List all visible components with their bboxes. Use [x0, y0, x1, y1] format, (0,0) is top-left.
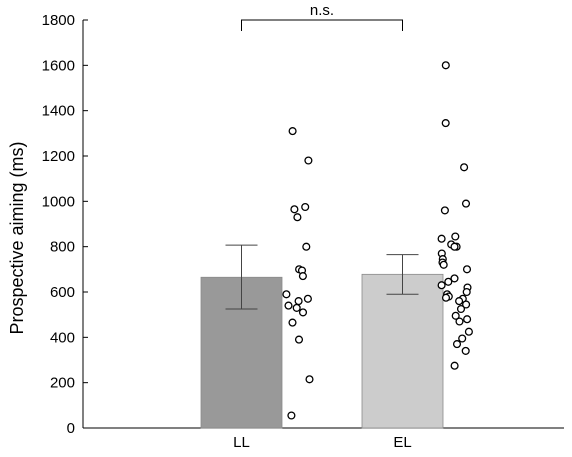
data-point-LL [288, 127, 297, 136]
data-point-EL [455, 317, 464, 326]
data-point-LL [288, 318, 297, 327]
y-tick-label: 1200 [42, 148, 75, 165]
data-point-LL [287, 411, 296, 420]
y-tick-label: 1600 [42, 57, 75, 74]
y-tick-label: 800 [50, 239, 75, 256]
data-point-EL [451, 232, 460, 241]
y-tick-label: 1800 [42, 12, 75, 29]
data-point-EL [437, 281, 446, 290]
y-tick-label: 0 [67, 420, 75, 437]
x-tick-label: EL [393, 434, 411, 451]
data-point-LL [292, 303, 301, 312]
data-point-EL [439, 260, 448, 269]
data-point-EL [440, 206, 449, 215]
significance-annotations: n.s. [241, 2, 403, 31]
data-point-LL [303, 294, 312, 303]
error-bars [225, 244, 419, 310]
data-point-EL [463, 315, 472, 324]
data-point-EL [460, 163, 469, 172]
data-point-EL [452, 340, 462, 349]
significance-label: n.s. [310, 2, 334, 19]
y-axis-label: Prospective aiming (ms) [7, 141, 27, 334]
data-point-LL [298, 272, 307, 281]
data-point-LL [284, 301, 293, 310]
data-point-EL [450, 242, 459, 251]
data-point-EL [455, 297, 464, 306]
data-point-EL [441, 293, 451, 302]
data-point-EL [461, 199, 471, 208]
y-tick-label: 600 [50, 284, 75, 301]
data-point-LL [302, 242, 311, 251]
y-tick-label: 400 [50, 329, 75, 346]
bar-EL [361, 273, 444, 429]
data-point-EL [461, 346, 470, 355]
x-tick-label: LL [233, 434, 250, 451]
data-point-EL [444, 277, 453, 286]
x-axis: LL EL [83, 423, 564, 451]
y-axis: 0 200 400 600 800 1000 1200 1400 1600 1800 [42, 12, 88, 437]
data-point-EL [464, 327, 473, 336]
data-point-LL [301, 202, 310, 212]
data-point-LL [298, 308, 308, 317]
y-tick-label: 1400 [42, 103, 75, 120]
data-point-EL [462, 287, 471, 297]
data-point-EL [458, 334, 467, 343]
data-point-LL [282, 290, 291, 299]
data-point-EL [462, 265, 472, 274]
data-points [282, 61, 473, 420]
data-point-LL [294, 335, 304, 344]
bars [200, 273, 444, 429]
data-point-LL [290, 205, 299, 214]
data-point-EL [462, 300, 471, 309]
data-point-LL [305, 375, 314, 384]
y-tick-label: 200 [50, 375, 75, 392]
data-point-EL [437, 234, 446, 243]
y-tick-label: 1000 [42, 193, 75, 210]
data-point-EL [441, 61, 450, 70]
data-point-LL [294, 297, 303, 306]
data-point-EL [450, 361, 459, 370]
data-point-LL [304, 156, 313, 165]
data-point-EL [450, 274, 459, 283]
data-point-LL [293, 213, 302, 222]
data-point-EL [441, 119, 450, 128]
significance-bracket [241, 19, 403, 31]
data-point-EL [456, 304, 466, 314]
data-point-EL [451, 311, 460, 320]
